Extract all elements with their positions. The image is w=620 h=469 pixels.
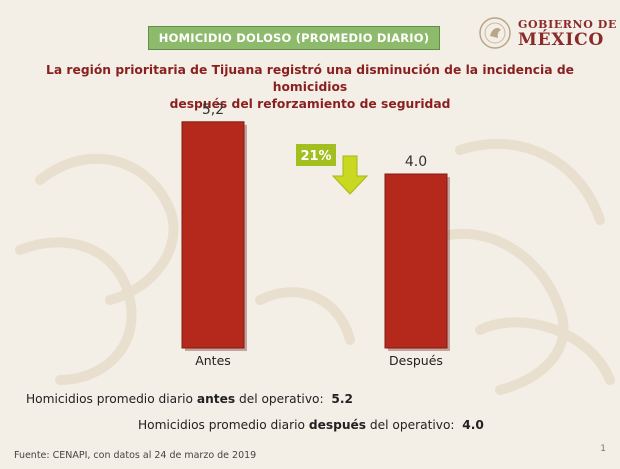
data-label-0: 5,2 — [202, 102, 224, 118]
info-after-prefix: Homicidios promedio diario — [138, 418, 309, 432]
info-after-suffix: del operativo: — [366, 418, 455, 432]
source-note: Fuente: CENAPI, con datos al 24 de marzo… — [14, 450, 257, 461]
coat-of-arms-icon — [479, 17, 511, 49]
subtitle-line-2: después del reforzamiento de seguridad — [169, 97, 451, 111]
change-badge-label: 21% — [300, 149, 331, 164]
info-after-value: 4.0 — [462, 418, 484, 432]
info-before-bold: antes — [196, 392, 236, 406]
info-before-prefix: Homicidios promedio diario — [26, 392, 197, 406]
info-before-value: 5.2 — [331, 392, 353, 406]
category-label-0: Antes — [195, 353, 231, 368]
page-number: 1 — [600, 444, 606, 454]
logo-text-mexico: MÉXICO — [518, 30, 605, 50]
info-before: Homicidios promedio diario antes del ope… — [26, 392, 353, 406]
subtitle-line-1: La región prioritaria de Tijuana registr… — [46, 63, 574, 94]
info-after-bold: después — [308, 418, 367, 432]
data-label-1: 4.0 — [405, 154, 427, 170]
chart-subtitle: La región prioritaria de Tijuana registr… — [20, 62, 600, 113]
info-after: Homicidios promedio diario después del o… — [138, 418, 484, 432]
down-arrow-icon — [331, 155, 369, 195]
gobierno-mexico-logo: GOBIERNO DE MÉXICO — [478, 16, 616, 52]
change-badge — [296, 144, 336, 166]
chart-title-box: HOMICIDIO DOLOSO (PROMEDIO DIARIO) — [148, 26, 440, 50]
bar-después — [384, 173, 448, 349]
info-before-suffix: del operativo: — [235, 392, 324, 406]
bar-antes — [181, 121, 245, 349]
chart-title: HOMICIDIO DOLOSO (PROMEDIO DIARIO) — [158, 31, 430, 45]
category-label-1: Después — [389, 353, 443, 368]
logo-text-gobierno-de: GOBIERNO DE — [518, 18, 617, 31]
